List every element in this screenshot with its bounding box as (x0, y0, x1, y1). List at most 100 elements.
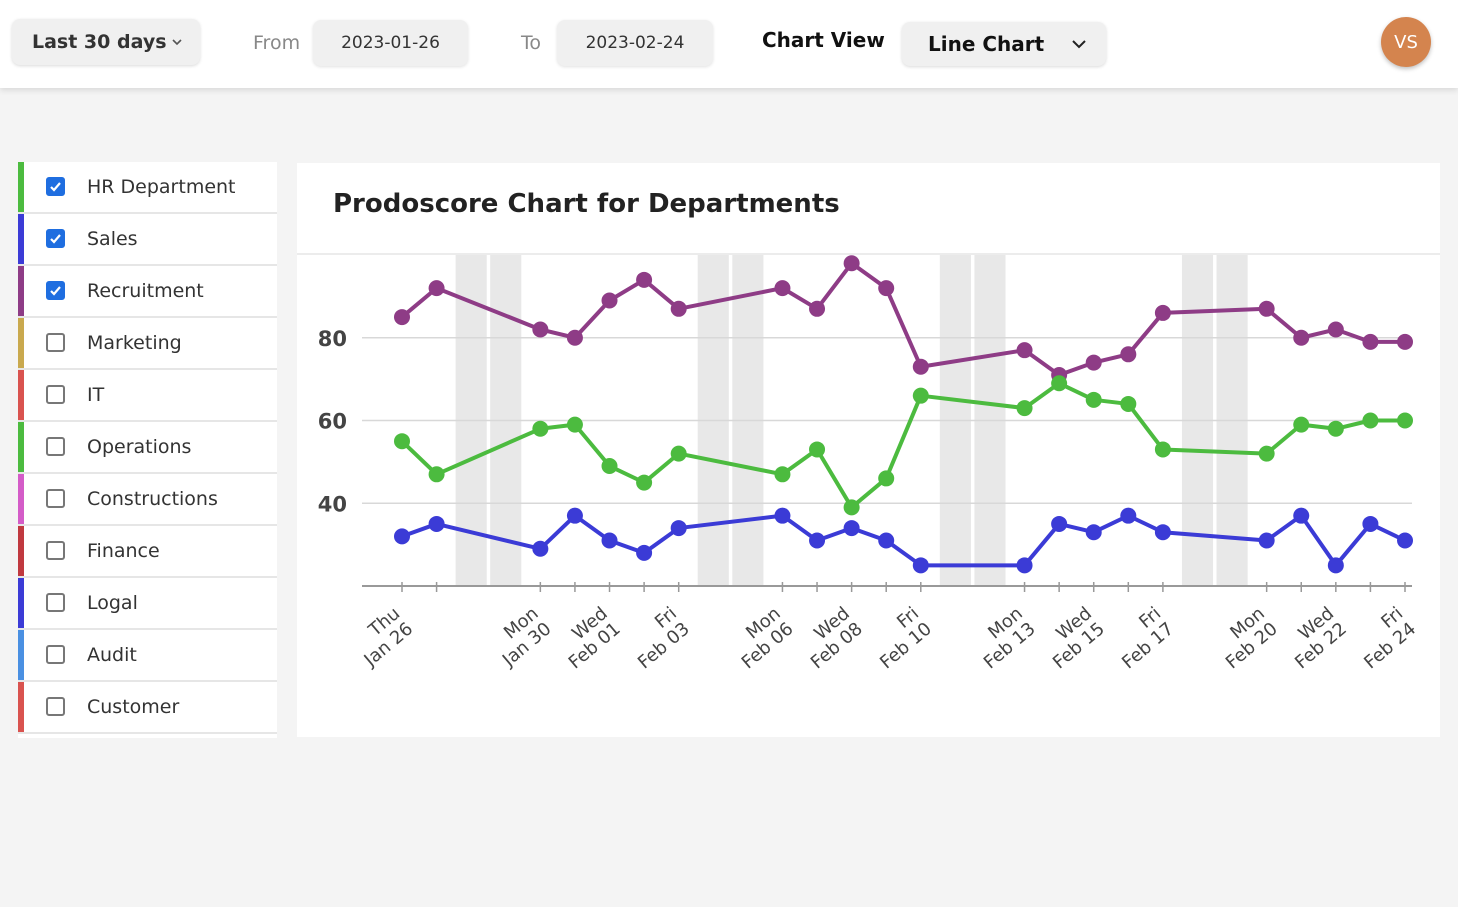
data-point[interactable] (912, 557, 929, 574)
chart-view-label: Chart View (762, 28, 885, 52)
data-point[interactable] (566, 507, 583, 524)
data-point[interactable] (1258, 532, 1275, 549)
data-point[interactable] (532, 321, 549, 338)
department-checkbox[interactable] (46, 541, 65, 560)
department-item[interactable]: Operations (18, 422, 277, 474)
data-point[interactable] (636, 544, 653, 561)
data-point[interactable] (1051, 515, 1068, 532)
department-item[interactable]: Logal (18, 578, 277, 630)
department-item[interactable]: Finance (18, 526, 277, 578)
data-point[interactable] (1154, 524, 1171, 541)
department-checkbox[interactable] (46, 333, 65, 352)
data-point[interactable] (1327, 420, 1344, 437)
department-item[interactable]: Sales (18, 214, 277, 266)
data-point[interactable] (1293, 329, 1310, 346)
data-point[interactable] (1051, 375, 1068, 392)
chart-type-dropdown[interactable]: Line Chart (902, 22, 1106, 66)
data-point[interactable] (1085, 524, 1102, 541)
data-point[interactable] (1258, 445, 1275, 462)
user-avatar[interactable]: VS (1381, 17, 1431, 67)
data-point[interactable] (1085, 391, 1102, 408)
data-point[interactable] (843, 499, 860, 516)
department-checkbox[interactable] (46, 489, 65, 508)
data-point[interactable] (636, 271, 653, 288)
data-point[interactable] (1154, 441, 1171, 458)
data-point[interactable] (394, 528, 410, 545)
data-point[interactable] (1362, 515, 1379, 532)
data-point[interactable] (912, 387, 929, 404)
department-checkbox[interactable] (46, 385, 65, 404)
data-point[interactable] (1293, 507, 1310, 524)
data-point[interactable] (1362, 333, 1379, 350)
data-point[interactable] (1362, 412, 1379, 429)
department-checkbox[interactable] (46, 177, 65, 196)
data-point[interactable] (878, 470, 895, 487)
data-point[interactable] (1397, 532, 1413, 549)
data-point[interactable] (1327, 557, 1344, 574)
data-point[interactable] (878, 532, 895, 549)
data-point[interactable] (428, 515, 445, 532)
data-point[interactable] (774, 507, 791, 524)
data-point[interactable] (670, 445, 687, 462)
department-checkbox[interactable] (46, 437, 65, 456)
from-date-value: 2023-01-26 (341, 33, 440, 53)
department-item[interactable]: Marketing (18, 318, 277, 370)
department-label: Marketing (87, 332, 182, 354)
data-point[interactable] (843, 255, 860, 272)
data-point[interactable] (1397, 412, 1413, 429)
department-item[interactable]: Customer (18, 682, 277, 734)
data-point[interactable] (878, 280, 895, 297)
date-range-dropdown[interactable]: Last 30 days (12, 19, 200, 65)
data-point[interactable] (1120, 346, 1137, 363)
data-point[interactable] (601, 458, 618, 475)
department-item[interactable]: HR Department (18, 162, 277, 214)
data-point[interactable] (1016, 557, 1033, 574)
data-point[interactable] (1120, 507, 1137, 524)
data-point[interactable] (428, 280, 445, 297)
data-point[interactable] (1016, 400, 1033, 417)
data-point[interactable] (843, 520, 860, 537)
data-point[interactable] (809, 300, 826, 317)
series-line-recruitment (400, 261, 1405, 377)
department-item[interactable]: Constructions (18, 474, 277, 526)
data-point[interactable] (394, 433, 410, 450)
department-filter-list: HR Department Sales Recruitment Marketing IT… (18, 162, 277, 738)
series-line-sales (401, 513, 1406, 568)
department-checkbox[interactable] (46, 697, 65, 716)
data-point[interactable] (1154, 304, 1171, 321)
to-date-field[interactable]: 2023-02-24 (557, 20, 713, 66)
department-item[interactable]: IT (18, 370, 277, 422)
data-point[interactable] (601, 532, 618, 549)
data-point[interactable] (774, 466, 791, 483)
data-point[interactable] (1293, 416, 1310, 433)
department-checkbox[interactable] (46, 281, 65, 300)
data-point[interactable] (532, 420, 549, 437)
data-point[interactable] (670, 520, 687, 537)
department-checkbox[interactable] (46, 593, 65, 612)
data-point[interactable] (428, 466, 445, 483)
from-date-field[interactable]: 2023-01-26 (313, 20, 468, 66)
data-point[interactable] (1120, 395, 1137, 412)
data-point[interactable] (1016, 342, 1033, 359)
data-point[interactable] (1327, 321, 1344, 338)
data-point[interactable] (636, 474, 653, 491)
department-item[interactable]: Recruitment (18, 266, 277, 318)
data-point[interactable] (912, 358, 929, 375)
data-point[interactable] (1258, 300, 1275, 317)
department-item[interactable]: Audit (18, 630, 277, 682)
data-point[interactable] (566, 416, 583, 433)
y-tick-label: 40 (318, 492, 347, 516)
data-point[interactable] (809, 532, 826, 549)
data-point[interactable] (774, 280, 791, 297)
data-point[interactable] (1085, 354, 1102, 371)
department-checkbox[interactable] (46, 229, 65, 248)
data-point[interactable] (532, 540, 549, 557)
data-point[interactable] (809, 441, 826, 458)
data-point[interactable] (670, 300, 687, 317)
data-point[interactable] (1397, 333, 1413, 350)
data-point[interactable] (601, 292, 618, 309)
data-point[interactable] (394, 309, 410, 326)
department-checkbox[interactable] (46, 645, 65, 664)
data-point[interactable] (566, 329, 583, 346)
